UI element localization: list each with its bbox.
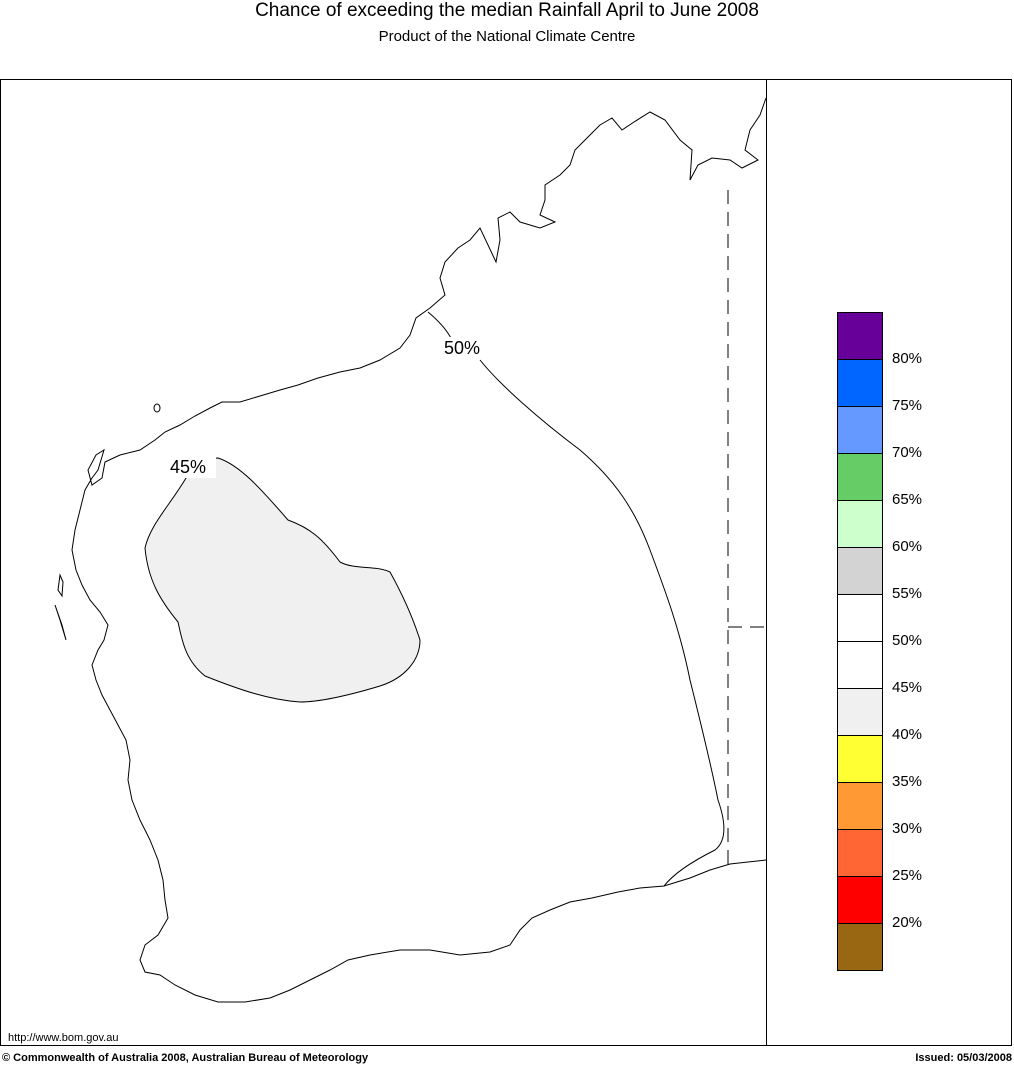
legend-swatch	[837, 876, 883, 923]
copyright-text: © Commonwealth of Australia 2008, Austra…	[2, 1052, 369, 1064]
legend-label: 70%	[892, 444, 923, 461]
legend-label: 20%	[892, 914, 923, 931]
contour-50-label-bg	[442, 337, 488, 359]
legend-swatch	[837, 359, 883, 406]
legend-swatch	[837, 829, 883, 876]
map-title: Chance of exceeding the median Rainfall …	[255, 0, 759, 21]
legend-label: 55%	[892, 585, 923, 602]
legend-label: 35%	[892, 773, 923, 790]
island-shark-bay	[153, 403, 161, 413]
legend-label: 80%	[892, 350, 923, 367]
legend-label: 60%	[892, 538, 923, 555]
legend-swatch	[837, 406, 883, 453]
legend-label: 25%	[892, 867, 923, 884]
legend-swatch	[837, 923, 883, 971]
contour-45-label: 45%	[170, 457, 206, 477]
legend-swatch	[837, 547, 883, 594]
legend-label: 40%	[892, 726, 923, 743]
legend-swatch	[837, 453, 883, 500]
legend-divider	[766, 79, 767, 1046]
legend-swatch	[837, 594, 883, 641]
state-border	[727, 190, 766, 864]
legend-swatch	[837, 641, 883, 688]
legend-label: 65%	[892, 491, 923, 508]
contour-50-percent-line	[427, 311, 725, 887]
region-45-percent	[144, 457, 421, 703]
legend-label: 30%	[892, 820, 923, 837]
source-url[interactable]: http://www.bom.gov.au	[8, 1032, 119, 1044]
map-subtitle: Product of the National Climate Centre	[378, 28, 636, 45]
wa-coastline	[71, 97, 767, 1003]
island-bernier	[54, 604, 67, 641]
legend-label: 45%	[892, 679, 923, 696]
legend-label: 50%	[892, 632, 923, 649]
issued-date: Issued: 05/03/2008	[915, 1052, 1012, 1064]
legend-swatch	[837, 735, 883, 782]
map-frame	[0, 79, 1012, 1046]
legend-label: 75%	[892, 397, 923, 414]
legend-swatch	[837, 500, 883, 547]
legend-swatch	[837, 782, 883, 829]
legend-swatch	[837, 688, 883, 735]
contour-50-label: 50%	[444, 338, 480, 358]
legend-swatch	[837, 312, 883, 359]
island-dirk-hartog	[57, 573, 64, 598]
contour-45-label-bg	[168, 456, 216, 478]
legend	[837, 312, 883, 971]
